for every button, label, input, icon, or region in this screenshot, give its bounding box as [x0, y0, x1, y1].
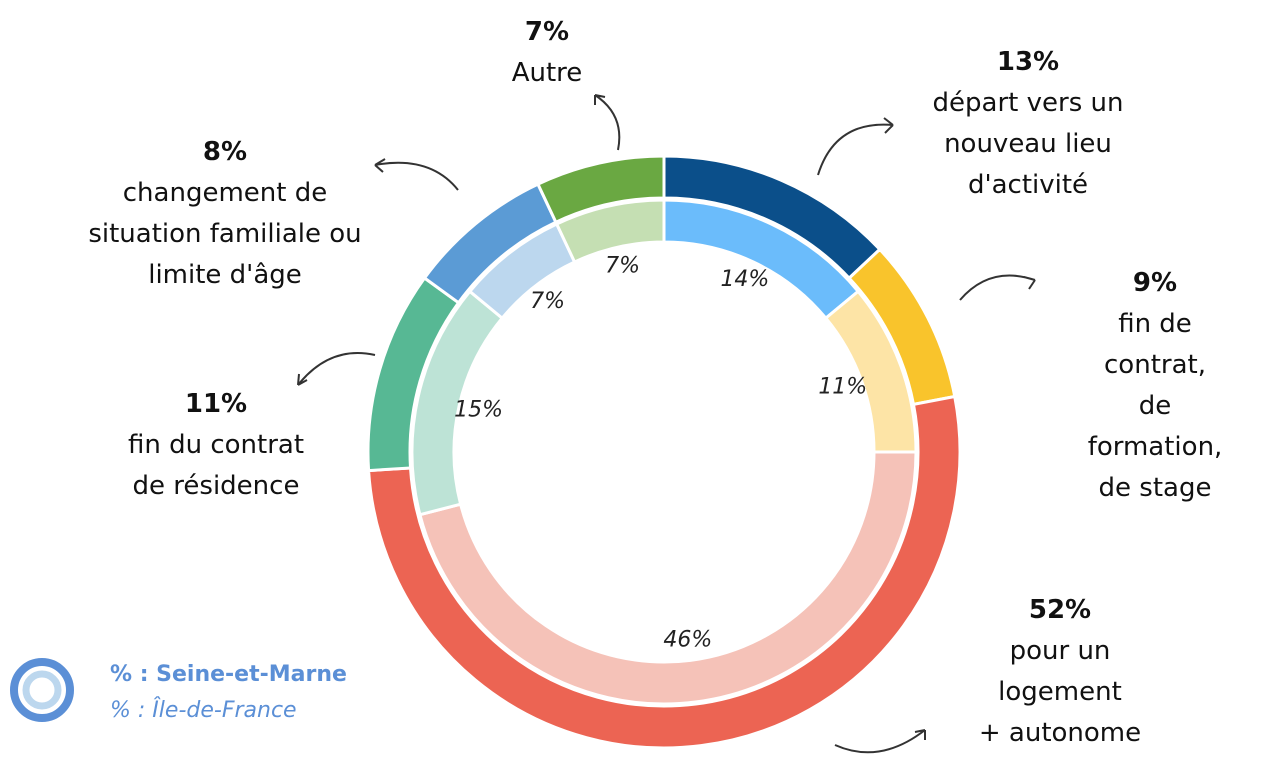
category-text: pour un logement + autonome: [978, 636, 1142, 748]
data-label: 7%: [530, 289, 565, 314]
category-text: fin de contrat, de formation, de stage: [1087, 309, 1223, 503]
data-label: 14%: [720, 267, 769, 292]
legend-entry: % : Seine-et-Marne: [110, 662, 347, 687]
legend-entry: % : Île-de-France: [110, 698, 297, 723]
data-label: 46%: [663, 628, 712, 653]
category-label: 52% pour un logement + autonome: [957, 590, 1163, 754]
donut-segment: [554, 198, 666, 264]
value-label: 7%: [524, 17, 570, 47]
value-label: 13%: [996, 47, 1060, 77]
category-text: départ vers un nouveau lieu d'activité: [932, 88, 1124, 200]
arrows: [297, 94, 1036, 754]
data-label: 7%: [605, 254, 640, 279]
category-text: fin du contrat de résidence: [127, 430, 305, 501]
donut-segment: [535, 154, 666, 225]
category-label: 8% changement de situation familiale ou l…: [88, 132, 361, 296]
category-label: 7% Autre: [512, 12, 583, 94]
data-label: 11%: [818, 375, 867, 400]
category-label: 11% fin du contrat de résidence: [128, 384, 304, 507]
category-label: 13% départ vers un nouveau lieu d'activit…: [933, 42, 1124, 206]
category-text: changement de situation familiale ou lim…: [88, 178, 362, 290]
value-label: 52%: [1028, 595, 1092, 625]
donut-segment: [366, 394, 962, 750]
value-label: 8%: [202, 137, 248, 167]
value-label: 9%: [1132, 268, 1178, 298]
legend-icon: [10, 658, 74, 722]
data-label: 15%: [454, 398, 503, 423]
category-label: 9% fin de contrat, de formation, de stage: [1088, 263, 1223, 509]
value-label: 11%: [184, 389, 248, 419]
donut-segment: [418, 450, 918, 706]
category-text: Autre: [511, 58, 583, 88]
